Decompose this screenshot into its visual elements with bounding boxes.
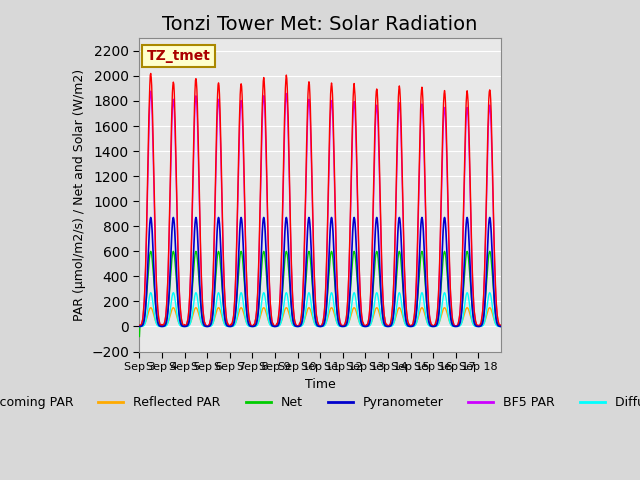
- Y-axis label: PAR (μmol/m2/s) / Net and Solar (W/m2): PAR (μmol/m2/s) / Net and Solar (W/m2): [72, 69, 86, 321]
- Legend: Incoming PAR, Reflected PAR, Net, Pyranometer, BF5 PAR, Diffuse PAR: Incoming PAR, Reflected PAR, Net, Pyrano…: [0, 391, 640, 414]
- Title: Tonzi Tower Met: Solar Radiation: Tonzi Tower Met: Solar Radiation: [163, 15, 477, 34]
- Text: TZ_tmet: TZ_tmet: [147, 49, 211, 63]
- X-axis label: Time: Time: [305, 377, 335, 391]
